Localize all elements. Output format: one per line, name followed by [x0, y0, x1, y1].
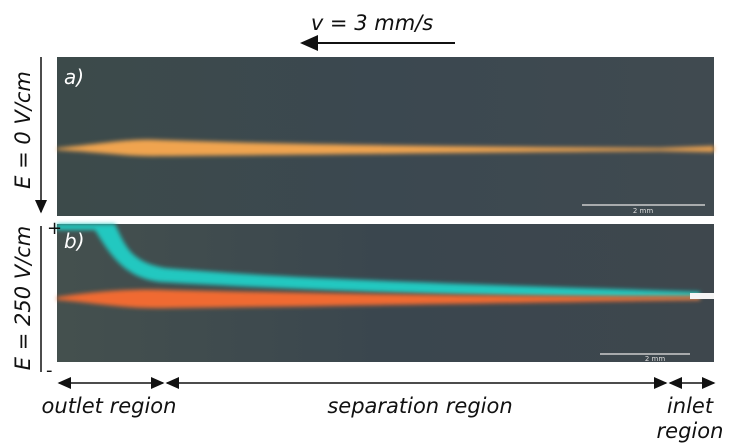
panel-a-image	[57, 57, 714, 216]
cyan-stream	[57, 224, 700, 298]
panel-label: a)	[64, 65, 84, 89]
plus-sign: +	[47, 218, 62, 239]
scale-bar-label: 2 mm	[633, 207, 653, 215]
scale-bar-label: 2 mm	[645, 355, 665, 363]
region-label: inlet region	[657, 394, 724, 443]
inlet	[690, 293, 714, 299]
velocity-label: v = 3 mm/s	[311, 11, 433, 35]
region-label: separation region	[327, 394, 512, 418]
region-label-line: region	[657, 419, 724, 443]
region-label-line: inlet	[667, 394, 714, 418]
region-label: outlet region	[42, 394, 177, 418]
panel-label: b)	[64, 229, 85, 253]
field-label: E = 250 V/cm	[11, 226, 35, 370]
field-label: E = 0 V/cm	[11, 71, 35, 189]
minus-sign: -	[46, 360, 53, 381]
orange-stream	[57, 289, 700, 309]
